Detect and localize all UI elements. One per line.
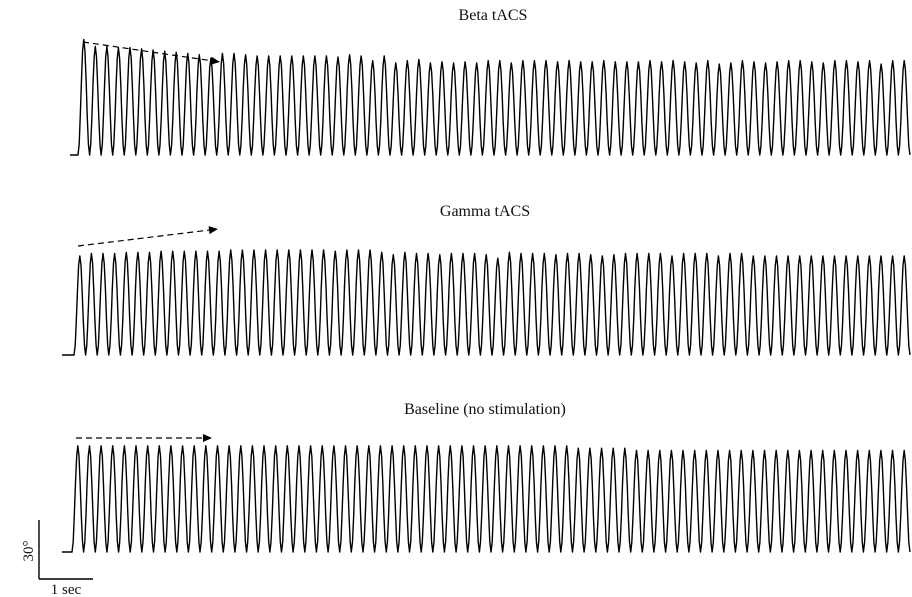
trace-baseline xyxy=(62,445,911,553)
trend-arrowhead xyxy=(203,434,212,442)
scale-bar-y-label: 30° xyxy=(21,541,37,562)
trend-line xyxy=(82,41,215,62)
trend-arrow-gamma xyxy=(77,226,218,247)
trend-arrowhead xyxy=(210,56,220,65)
scale-bar: 30° 1 sec xyxy=(21,520,93,597)
trend-arrow-beta xyxy=(82,41,220,65)
scale-bar-x-label: 1 sec xyxy=(51,582,82,597)
panel-title-gamma: Gamma tACS xyxy=(440,203,530,220)
panel-title-baseline: Baseline (no stimulation) xyxy=(404,401,566,418)
panel-title-beta: Beta tACS xyxy=(459,7,528,24)
panel-gamma-tacs xyxy=(62,226,911,356)
trace-gamma-tacs xyxy=(62,249,911,356)
trend-arrow-baseline xyxy=(76,434,212,442)
trace-beta-tacs xyxy=(70,38,911,156)
trend-line xyxy=(77,229,213,247)
panel-beta-tacs xyxy=(70,38,911,156)
panel-baseline xyxy=(62,434,911,553)
trend-arrowhead xyxy=(208,226,218,235)
